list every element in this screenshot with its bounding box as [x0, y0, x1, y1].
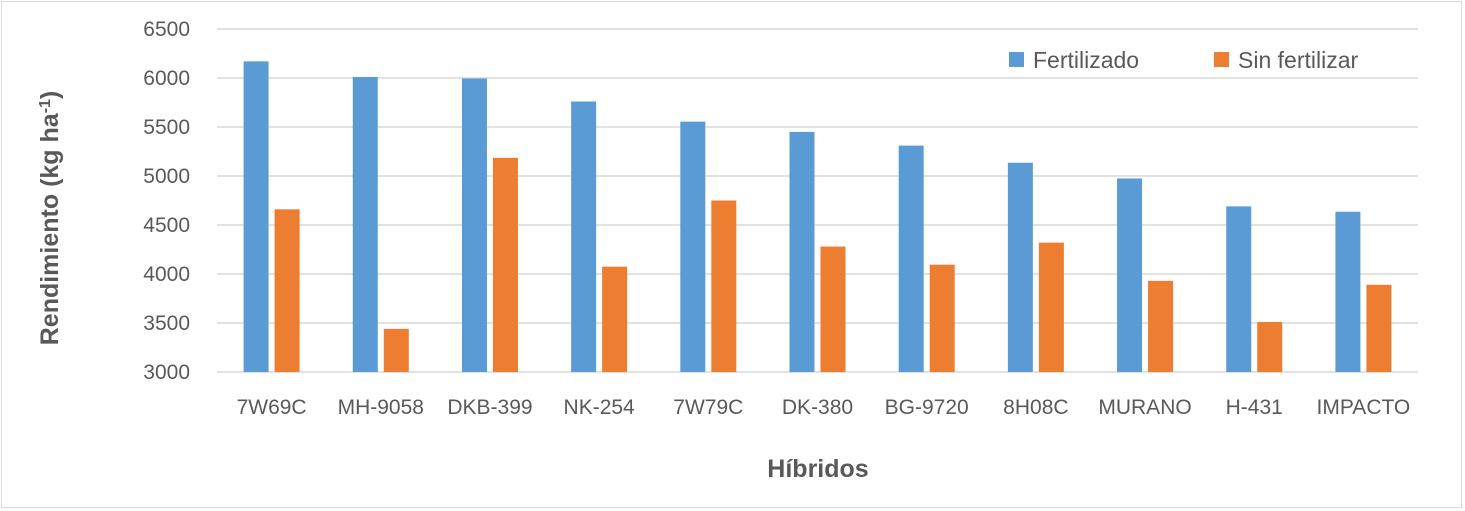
bar-fertilizado: [1335, 211, 1361, 372]
bar-fertilizado: [461, 78, 487, 373]
bar-sin-fertilizar: [1366, 284, 1392, 372]
bar-fertilizado: [243, 61, 269, 373]
x-tick-label: MH-9058: [338, 396, 424, 419]
bars: [243, 61, 1392, 373]
bar-sin-fertilizar: [274, 209, 300, 372]
x-tick-label: DK-380: [782, 396, 853, 419]
y-axis-ticks: 3000 3500 4000 4500 5000 5500 6000 6500: [143, 18, 190, 384]
x-tick-label: 7W79C: [673, 396, 743, 419]
x-tick-label: H-431: [1226, 396, 1283, 419]
bar-fertilizado: [898, 145, 924, 372]
bar-sin-fertilizar: [711, 200, 737, 372]
gridlines: [217, 28, 1418, 373]
y-tick-label: 3500: [143, 312, 190, 335]
y-tick-label: 6500: [143, 18, 190, 41]
y-axis-title: Rendimiento (kg ha-1): [36, 91, 64, 346]
bar-sin-fertilizar: [820, 246, 846, 372]
legend: Fertilizado Sin fertilizar: [1009, 47, 1358, 73]
x-axis-title: Híbridos: [767, 455, 868, 483]
y-tick-label: 3000: [143, 361, 190, 384]
bar-fertilizado: [352, 77, 378, 373]
y-axis-title-main: Rendimiento (kg ha: [36, 112, 64, 345]
bar-sin-fertilizar: [929, 264, 955, 372]
x-tick-label: 8H08C: [1003, 396, 1068, 419]
y-axis-title-superscript: -1: [37, 99, 54, 113]
x-tick-label: IMPACTO: [1317, 396, 1411, 419]
bar-sin-fertilizar: [383, 328, 409, 372]
y-tick-label: 6000: [143, 67, 190, 90]
x-tick-label: BG-9720: [885, 396, 969, 419]
legend-label-fertilizado: Fertilizado: [1033, 47, 1139, 73]
bar-sin-fertilizar: [602, 266, 628, 372]
bar-fertilizado: [789, 131, 815, 372]
bar-fertilizado: [1007, 162, 1033, 372]
y-tick-label: 4000: [143, 263, 190, 286]
x-tick-label: NK-254: [564, 396, 636, 419]
x-tick-label: MURANO: [1098, 396, 1191, 419]
bar-sin-fertilizar: [1148, 280, 1174, 372]
x-tick-label: DKB-399: [447, 396, 532, 419]
y-tick-label: 4500: [143, 214, 190, 237]
x-axis-ticks: 7W69C MH-9058 DKB-399 NK-254 7W79C DK-380 BG-9…: [237, 396, 1411, 419]
legend-item-sin-fertilizar: Sin fertilizar: [1214, 47, 1358, 73]
legend-label-sin-fertilizar: Sin fertilizar: [1238, 47, 1358, 73]
bar-fertilizado: [1117, 178, 1143, 372]
bar-sin-fertilizar: [1038, 242, 1064, 372]
bar-sin-fertilizar: [492, 157, 518, 372]
bar-fertilizado: [571, 101, 597, 373]
y-axis-title-end: ): [36, 91, 64, 99]
legend-swatch-fertilizado: [1009, 52, 1024, 67]
legend-item-fertilizado: Fertilizado: [1009, 47, 1139, 73]
y-tick-label: 5000: [143, 165, 190, 188]
bar-fertilizado: [680, 121, 706, 372]
x-tick-label: 7W69C: [237, 396, 307, 419]
legend-swatch-sin-fertilizar: [1214, 52, 1229, 67]
bar-fertilizado: [1226, 206, 1252, 372]
y-tick-label: 5500: [143, 116, 190, 139]
bar-sin-fertilizar: [1257, 322, 1283, 372]
